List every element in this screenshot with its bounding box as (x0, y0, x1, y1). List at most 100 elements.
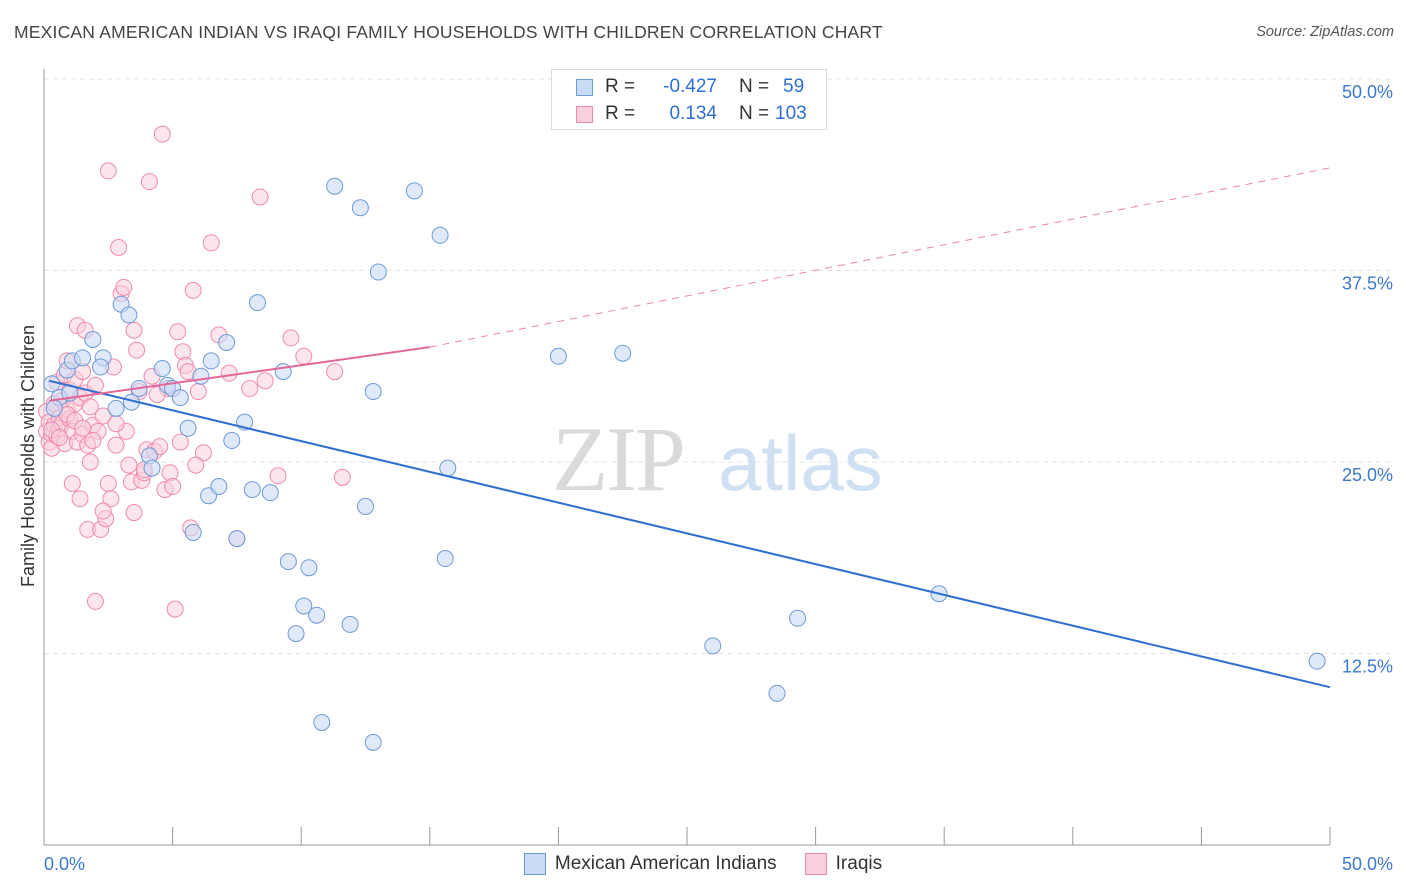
y-tick-label-2: 37.5% (1342, 274, 1393, 294)
legend-label: Mexican American Indians (554, 853, 777, 874)
mexican-american-indians-point-8 (92, 358, 110, 376)
iraqis-point-73 (174, 343, 192, 361)
iraqis-point-79 (194, 444, 212, 462)
mexican-american-indians-point-44 (364, 383, 382, 401)
mexican-american-indians-point-24 (202, 352, 220, 370)
mexican-american-indians-point-49 (436, 550, 454, 568)
mexican-american-indians-point-36 (295, 597, 313, 615)
legend-swatch-blue (523, 853, 546, 875)
pink-trend-extension (429, 167, 1331, 348)
pink-swatch (576, 105, 593, 123)
stats-row-pink: R = 0.134 N = 103 (552, 101, 819, 127)
iraqis-point-48 (110, 239, 128, 257)
y-axis-label: Family Households with Children (18, 325, 38, 587)
mexican-american-indians-point-41 (341, 615, 359, 633)
iraqis-point-91 (333, 468, 351, 486)
mexican-american-indians-point-15 (143, 459, 161, 477)
iraqis-point-82 (220, 364, 238, 382)
chart-title: MEXICAN AMERICAN INDIAN VS IRAQI FAMILY … (14, 22, 883, 42)
iraqis-point-34 (81, 398, 99, 416)
iraqis-point-68 (161, 464, 179, 482)
mexican-american-indians-points (43, 177, 1326, 751)
mexican-american-indians-point-48 (431, 226, 449, 244)
mexican-american-indians-point-11 (120, 306, 138, 324)
x-tick-label-1: 50.0% (1342, 854, 1393, 874)
mexican-american-indians-point-16 (153, 360, 171, 378)
iraqis-point-71 (169, 323, 187, 341)
r-label: R = (605, 103, 636, 124)
iraqis-point-44 (99, 162, 117, 180)
iraqis-point-93 (50, 428, 68, 446)
stats-row-blue: R = -0.427 N = 59 (552, 74, 827, 100)
mexican-american-indians-point-43 (357, 497, 374, 515)
iraqis-point-54 (125, 504, 143, 522)
blue-trend-line (48, 379, 1331, 689)
y-tick-label-1: 25.0% (1342, 465, 1393, 485)
mexican-american-indians-point-5 (74, 349, 92, 367)
r-label: R = (605, 76, 636, 97)
legend-item-iraqis[interactable]: Iraqis (804, 853, 883, 875)
iraqis-point-101 (94, 502, 112, 520)
mexican-american-indians-point-32 (261, 484, 279, 502)
mexican-american-indians-point-35 (287, 625, 305, 643)
mexican-american-indians-point-28 (228, 530, 246, 548)
iraqis-point-77 (184, 281, 202, 299)
source-label: Source: ZipAtlas.com (1256, 24, 1394, 40)
iraqis-point-89 (295, 347, 313, 365)
r-value: -0.427 (663, 76, 717, 97)
iraqis-point-61 (140, 173, 158, 191)
legend-item-mexican-american-indians[interactable]: Mexican American Indians (523, 853, 777, 875)
iraqis-point-70 (166, 600, 184, 618)
iraqis-point-47 (107, 436, 125, 454)
y-tick-label-0: 12.5% (1342, 657, 1393, 677)
n-label: N = (739, 76, 770, 97)
mexican-american-indians-point-46 (369, 263, 387, 281)
mexican-american-indians-point-40 (326, 177, 344, 195)
iraqis-point-52 (120, 456, 138, 474)
mexican-american-indians-point-21 (184, 523, 202, 541)
legend: Mexican American Indians Iraqis (0, 851, 1406, 877)
iraqis-point-96 (74, 419, 92, 437)
iraqis-point-97 (107, 415, 125, 433)
mexican-american-indians-point-52 (614, 344, 632, 362)
mexican-american-indians-point-19 (171, 389, 189, 407)
iraqis-point-37 (86, 592, 104, 610)
iraqis-point-55 (125, 321, 143, 339)
iraqis-point-35 (81, 453, 99, 471)
mexican-american-indians-point-6 (84, 330, 102, 348)
mexican-american-indians-point-55 (789, 609, 807, 627)
n-value: 59 (783, 76, 805, 97)
r-value: 0.134 (669, 103, 717, 124)
n-label: N = (739, 103, 770, 124)
iraqis-point-45 (102, 490, 120, 508)
iraqis-point-43 (99, 474, 117, 492)
mexican-american-indians-point-34 (279, 553, 297, 571)
iraqis-point-41 (94, 407, 112, 425)
mexican-american-indians-point-37 (300, 559, 318, 577)
legend-swatch-pink (804, 853, 827, 875)
mexican-american-indians-point-53 (704, 637, 722, 655)
iraqis-point-84 (241, 379, 259, 397)
legend-label: Iraqis (835, 853, 883, 874)
iraqis-point-56 (128, 341, 146, 359)
iraqis-point-90 (326, 363, 344, 381)
stats-box: R = -0.427 N = 59 R = 0.134 N = 103 (551, 69, 827, 130)
mexican-american-indians-point-26 (218, 334, 236, 352)
mexican-american-indians-point-39 (313, 713, 331, 731)
mexican-american-indians-point-31 (248, 294, 266, 312)
iraqis-point-78 (189, 383, 207, 401)
mexican-american-indians-point-51 (549, 347, 567, 365)
iraqis-point-85 (251, 188, 269, 206)
mexican-american-indians-point-30 (243, 481, 261, 499)
mexican-american-indians-point-54 (768, 684, 786, 702)
pink-trend-line (49, 346, 430, 402)
watermark-zip: ZIP (552, 408, 684, 510)
iraqis-point-21 (63, 474, 81, 492)
n-value: 103 (775, 103, 807, 124)
mexican-american-indians-point-57 (1308, 652, 1326, 670)
mexican-american-indians-point-22 (192, 367, 210, 385)
mexican-american-indians-point-25 (210, 478, 228, 496)
grid-lines (44, 78, 1393, 654)
mexican-american-indians-point-45 (364, 733, 382, 751)
